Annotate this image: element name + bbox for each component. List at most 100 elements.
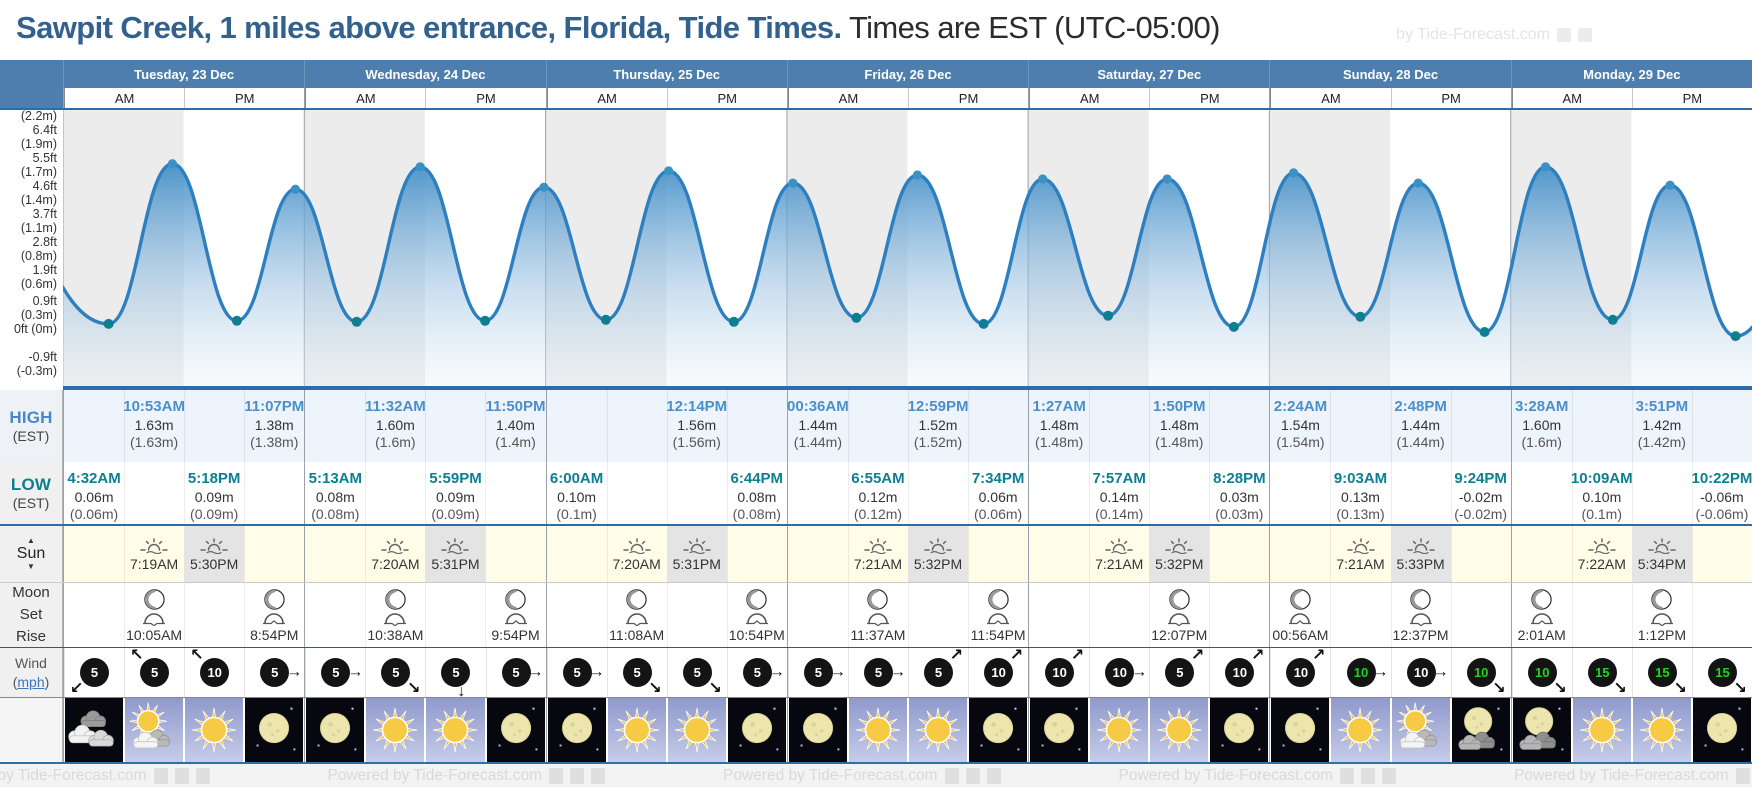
sunrise-icon bbox=[140, 537, 168, 554]
tide-day-cell: 2:24AM 1.54m (1.54m) 2:48PM 1.44m (1.44m) bbox=[1269, 390, 1510, 462]
high-tide-dot bbox=[290, 184, 300, 194]
am-header: AM bbox=[546, 88, 667, 108]
watermark-badge-icon bbox=[1382, 767, 1397, 784]
quarter-divider bbox=[124, 390, 126, 462]
low-tide-height: 0.08m bbox=[315, 488, 355, 505]
weather-cell bbox=[485, 698, 545, 762]
sunset-time: 5:33PM bbox=[1396, 555, 1445, 572]
moon-rise-time: 8:54PM bbox=[250, 626, 299, 643]
high-tide-event: 11:07PM 1.38m (1.38m) bbox=[244, 398, 304, 452]
high-tide-dot bbox=[1413, 178, 1423, 188]
high-tide-height: 1.52m bbox=[918, 416, 958, 433]
quarter-divider bbox=[485, 462, 487, 524]
wind-direction-arrow-icon: → bbox=[588, 662, 605, 680]
sunset-icon bbox=[441, 537, 470, 554]
quarter-divider bbox=[606, 462, 608, 524]
quarter-divider bbox=[847, 526, 849, 582]
sunset-cell: 5:31PM bbox=[425, 526, 486, 582]
high-tide-height: 1.40m bbox=[496, 416, 535, 433]
low-tide-time: 6:00AM bbox=[549, 470, 604, 487]
wind-speed-icon: 10 ↗ bbox=[984, 648, 1023, 687]
quarter-divider bbox=[1330, 462, 1332, 524]
quarter-divider bbox=[1390, 462, 1392, 524]
day-header-corner bbox=[0, 60, 63, 88]
quarter-divider bbox=[1209, 390, 1211, 462]
wind-speed-value: 10 bbox=[1473, 665, 1489, 680]
high-tide-height: 1.44m bbox=[798, 416, 838, 433]
weather-moon-cloud-icon bbox=[1458, 707, 1503, 751]
high-tide-height-alt: (1.63m) bbox=[129, 434, 179, 451]
wind-direction-arrow-icon: → bbox=[1131, 662, 1148, 680]
low-tide-event: 7:57AM 0.14m (0.14m) bbox=[1093, 470, 1146, 524]
weather-cell bbox=[1149, 698, 1209, 762]
low-tide-row: LOW (EST) 4:32AM 0.06m (0.06m) 5:18PM 0.09m(… bbox=[0, 462, 1752, 526]
sort-down-icon[interactable]: ▼ bbox=[27, 562, 35, 571]
high-tide-event: 3:28AM 1.60m (1.6m) bbox=[1515, 398, 1568, 452]
tide-day-cell: 6:00AM 0.10m (0.1m) 6:44PM 0.08m (0.08m) bbox=[545, 462, 787, 524]
quarter-divider bbox=[1450, 390, 1452, 462]
sun-row-label[interactable]: ▲ Sun ▼ bbox=[0, 526, 63, 582]
quarter-divider bbox=[968, 390, 970, 462]
moonset-icon bbox=[866, 612, 889, 626]
sunset-icon bbox=[1165, 537, 1194, 554]
wind-speed-value: 5 bbox=[271, 665, 279, 680]
moon-rise-label: Rise bbox=[15, 627, 46, 645]
moon-phase-icon bbox=[505, 588, 526, 610]
sunrise-time: 7:21AM bbox=[853, 555, 903, 572]
powered-by-text: Powered by Tide-Forecast.com bbox=[0, 766, 147, 784]
wind-direction-arrow-icon: → bbox=[347, 662, 364, 680]
weather-day-cell bbox=[545, 698, 787, 762]
quarter-divider bbox=[847, 462, 849, 524]
footer: Powered by Tide-Forecast.com Powered by T… bbox=[0, 764, 1752, 787]
high-tide-event: 11:50PM 1.40m (1.4m) bbox=[485, 398, 545, 452]
quarter-divider bbox=[184, 390, 186, 462]
mph-link[interactable]: mph bbox=[17, 673, 45, 690]
sun-day-cell: 7:22AM 5:34PM bbox=[1510, 526, 1752, 582]
sunrise-icon bbox=[1588, 537, 1616, 554]
high-tz-label: (EST) bbox=[12, 428, 50, 444]
wind-unit: (mph) bbox=[12, 673, 50, 690]
sort-up-icon[interactable]: ▲ bbox=[27, 536, 35, 545]
quarter-divider bbox=[1330, 583, 1332, 647]
wind-speed-value: 5 bbox=[633, 665, 641, 680]
wind-speed-value: 15 bbox=[1595, 665, 1610, 680]
quarter-divider bbox=[1089, 462, 1091, 524]
quarter-divider bbox=[425, 462, 427, 524]
high-tide-height-alt: (1.42m) bbox=[1637, 434, 1686, 451]
low-tide-height-alt: (0.06m) bbox=[973, 506, 1023, 523]
low-tide-event: 10:09AM 0.10m (0.1m) bbox=[1571, 470, 1633, 524]
sun-day-cell: 7:19AM 5:30PM bbox=[63, 526, 304, 582]
high-tide-time: 00:36AM bbox=[787, 398, 849, 415]
high-tide-row: HIGH (EST) 10:53AM 1.63m (1.63m) 11:07PM 1.3… bbox=[0, 390, 1752, 462]
low-tide-time: 8:28PM bbox=[1213, 470, 1266, 487]
sunrise-cell: 7:21AM bbox=[848, 526, 908, 582]
sunset-cell: 5:34PM bbox=[1631, 526, 1692, 582]
weather-sun-icon bbox=[855, 707, 901, 753]
moon-rise-event: 2:01AM bbox=[1512, 583, 1572, 647]
wind-quarter: 10 ↘ bbox=[1450, 648, 1511, 697]
sunset-time: 5:34PM bbox=[1637, 555, 1686, 572]
moon-set-event: 12:07PM bbox=[1149, 583, 1209, 647]
quarter-divider bbox=[1631, 390, 1633, 462]
low-tide-time: 10:09AM bbox=[1570, 470, 1633, 487]
quarter-divider bbox=[1330, 390, 1332, 462]
weather-sun-icon bbox=[1579, 707, 1624, 753]
moon-phase-icon bbox=[1531, 588, 1552, 610]
low-tide-dot bbox=[978, 318, 989, 329]
wind-direction-arrow-icon: ↘ bbox=[1492, 680, 1506, 697]
wind-speed-value: 5 bbox=[874, 665, 883, 680]
quarter-divider bbox=[244, 526, 246, 582]
moon-phase-icon bbox=[143, 588, 165, 610]
wind-direction-arrow-icon: ↗ bbox=[949, 647, 964, 664]
wind-speed-value: 5 bbox=[90, 665, 99, 680]
low-tide-height: -0.06m bbox=[1700, 488, 1744, 505]
wind-speed-icon: 10 ↘ bbox=[1527, 658, 1567, 697]
quarter-divider bbox=[1089, 390, 1091, 462]
wind-speed-value: 5 bbox=[392, 665, 400, 680]
wind-quarter: 10 → bbox=[1089, 648, 1149, 697]
low-tide-event: 6:55AM 0.12m (0.12m) bbox=[851, 470, 904, 524]
sunset-icon bbox=[1648, 537, 1676, 554]
am-header: AM bbox=[1270, 88, 1390, 108]
weather-sun-icon bbox=[373, 707, 418, 753]
quarter-divider bbox=[1149, 583, 1151, 647]
